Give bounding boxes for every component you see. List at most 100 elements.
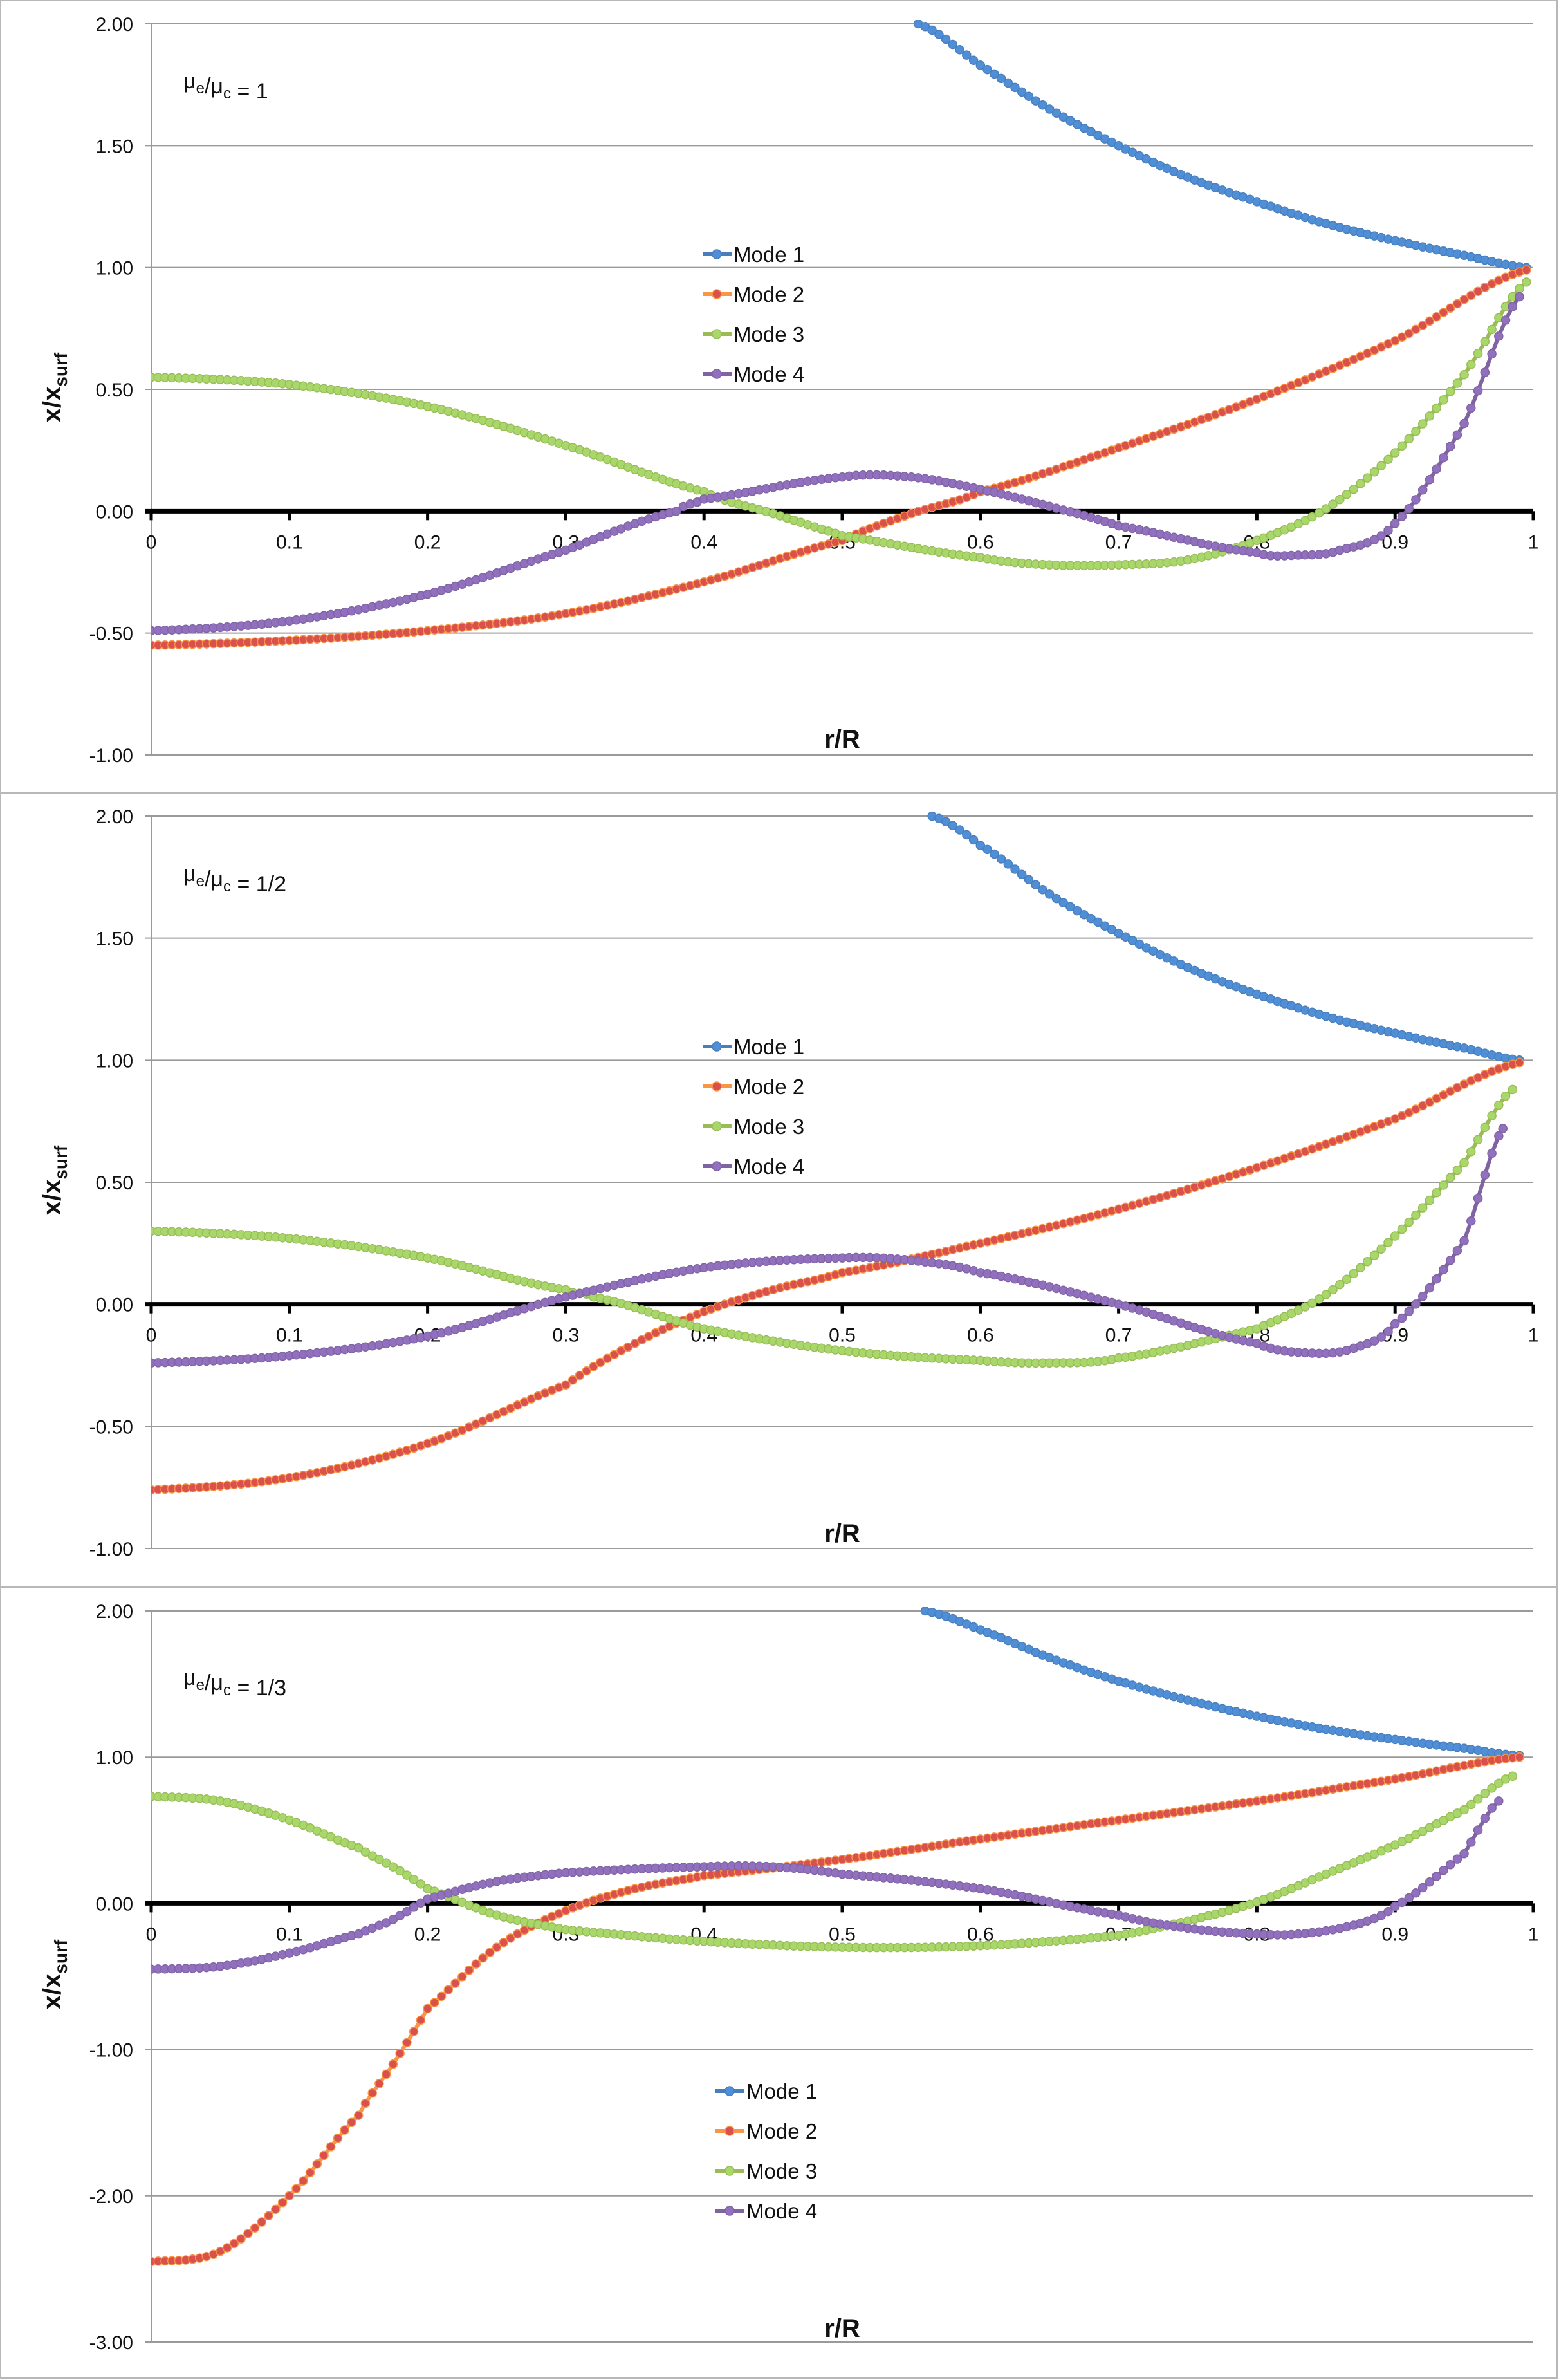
data-point <box>1473 386 1483 396</box>
data-point <box>1498 1124 1508 1133</box>
series-line <box>151 1755 1520 2264</box>
legend: Mode 1 Mode 2 Mode 3 Mode 4 <box>715 2079 817 2223</box>
legend-entry-label: Mode 1 <box>733 1035 804 1059</box>
data-point <box>409 1902 419 1912</box>
x-tick-label: 1 <box>1528 1325 1539 1346</box>
data-point <box>1494 331 1504 341</box>
legend-entry-label: Mode 2 <box>746 2119 817 2143</box>
x-tick-label: 0 <box>146 1924 157 1945</box>
data-point <box>1466 1799 1476 1810</box>
y-tick-label: 1.50 <box>96 929 133 950</box>
legend-entry-label: Mode 3 <box>746 2159 817 2183</box>
data-point <box>1038 100 1047 110</box>
data-point <box>1508 1084 1518 1095</box>
y-tick-label: 1.00 <box>96 258 133 279</box>
data-point <box>982 64 992 75</box>
data-point <box>1356 1263 1365 1273</box>
data-point <box>1515 283 1524 293</box>
data-point <box>1480 1122 1490 1133</box>
data-point <box>485 1948 495 1957</box>
data-point <box>1051 108 1062 118</box>
data-point <box>996 854 1006 864</box>
data-point <box>457 1972 467 1982</box>
x-tick-label: 0.6 <box>967 532 994 553</box>
data-point <box>975 841 986 850</box>
x-tick-label: 0.3 <box>553 1325 580 1346</box>
data-point <box>1459 1236 1469 1246</box>
y-tick-label: -2.00 <box>89 2186 133 2208</box>
y-tick-label: -1.00 <box>89 1539 133 1560</box>
data-point <box>402 1870 412 1880</box>
data-point <box>1466 403 1476 413</box>
x-tick-label: 0 <box>146 1325 157 1346</box>
data-point <box>1404 1893 1414 1903</box>
data-point <box>1411 1210 1421 1220</box>
data-point <box>395 1866 405 1876</box>
y-axis-title: x/xsurf <box>38 1939 71 2009</box>
data-point <box>1397 441 1407 451</box>
data-point <box>1439 1866 1448 1875</box>
series-mode3 <box>151 277 1531 571</box>
data-point <box>1432 1188 1441 1198</box>
data-point <box>1425 411 1435 421</box>
data-point <box>1369 1250 1379 1260</box>
data-point <box>1328 499 1338 509</box>
data-point <box>1417 1291 1428 1301</box>
chart-panel-mu-ratio-1: 2.00 1.50 1.00 0.50 0.00 -0.50 -1.00 0 0.1 0.2 0.3… <box>0 0 1558 793</box>
data-point <box>1425 475 1435 485</box>
data-point <box>941 34 951 44</box>
data-point <box>1487 1148 1497 1158</box>
data-point <box>1335 1279 1345 1290</box>
data-point <box>1369 535 1379 544</box>
data-point <box>243 2229 253 2238</box>
data-point <box>1445 442 1455 451</box>
data-point <box>1376 1910 1386 1920</box>
data-point <box>1051 893 1062 904</box>
data-point <box>1397 1897 1407 1908</box>
data-point <box>326 2142 336 2152</box>
y-tick-label: 2.00 <box>96 1601 133 1622</box>
y-axis-title: x/xsurf <box>38 1145 71 1215</box>
y-tick-label: 0.00 <box>96 1295 133 1316</box>
data-point <box>1515 1057 1524 1068</box>
series-mode4 <box>151 292 1524 636</box>
data-point <box>1445 387 1455 396</box>
data-point <box>955 45 964 55</box>
data-point <box>1466 1837 1476 1847</box>
data-point <box>948 821 958 830</box>
data-point <box>1445 1860 1455 1870</box>
legend-swatch-marker <box>724 2086 735 2096</box>
data-point <box>1459 1848 1469 1859</box>
mu-ratio-annotation: μe/μc = 1/3 <box>183 1666 286 1700</box>
data-point <box>1003 78 1013 88</box>
data-point <box>222 2243 232 2253</box>
data-point <box>1439 1265 1448 1275</box>
data-point <box>1342 490 1352 499</box>
legend-entry-label: Mode 1 <box>746 2079 817 2103</box>
data-point <box>1473 1794 1483 1804</box>
data-point <box>464 1966 474 1975</box>
data-point <box>416 2015 426 2025</box>
data-point <box>340 2125 349 2135</box>
data-point <box>1487 1803 1497 1813</box>
data-point <box>1328 1285 1338 1295</box>
data-point <box>1515 1752 1524 1762</box>
data-point <box>1031 96 1040 106</box>
series-mode4 <box>151 1124 1508 1368</box>
x-tick-label: 0.5 <box>829 1924 856 1945</box>
x-axis-title: r/R <box>824 725 860 754</box>
data-point <box>934 30 944 39</box>
x-axis-title: r/R <box>824 1520 860 1548</box>
data-point <box>1065 902 1075 912</box>
legend-swatch-marker <box>712 1161 722 1171</box>
legend-swatch-marker <box>724 2206 735 2216</box>
data-point <box>1404 328 1414 339</box>
chart-panel-mu-ratio-1-2: 2.001.501.000.500.00-0.50-1.0000.10.20.3… <box>0 793 1558 1587</box>
data-point <box>512 1929 522 1939</box>
data-point <box>1508 302 1518 311</box>
data-point <box>1439 452 1448 463</box>
data-point <box>284 2191 295 2201</box>
series-line <box>151 281 1528 568</box>
y-tick-label: 2.00 <box>96 14 133 35</box>
